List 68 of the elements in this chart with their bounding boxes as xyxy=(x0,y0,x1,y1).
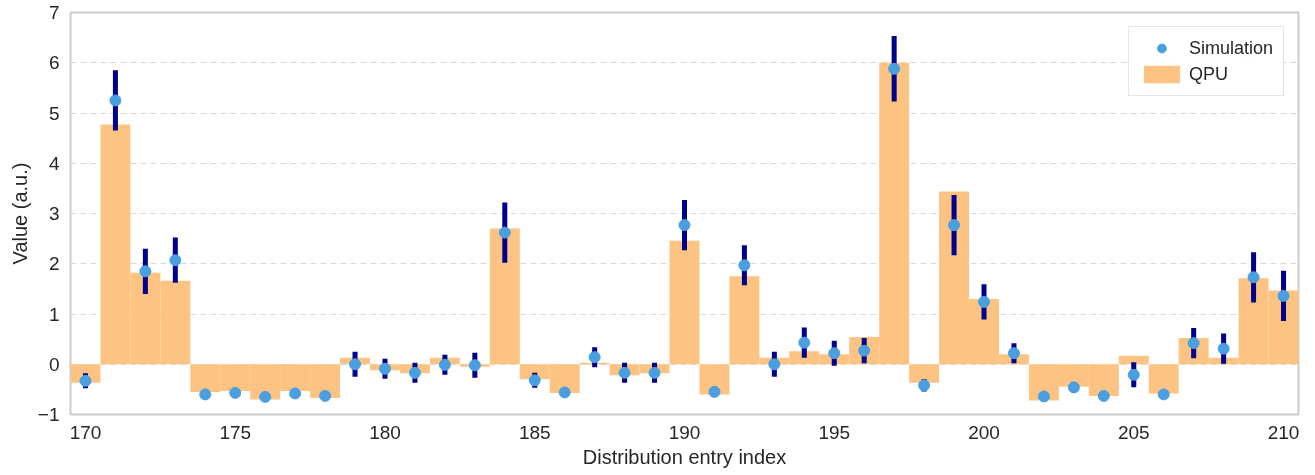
point xyxy=(408,366,421,379)
point xyxy=(708,385,721,398)
x-axis-title: Distribution entry index xyxy=(582,445,787,468)
point xyxy=(918,379,931,392)
y-tick-label: 7 xyxy=(48,2,60,23)
point xyxy=(199,388,212,401)
x-tick-label: 175 xyxy=(219,421,252,443)
point xyxy=(738,259,751,272)
y-tick-label: 0 xyxy=(48,353,60,375)
x-tick-label: 205 xyxy=(1117,421,1150,443)
point xyxy=(768,358,781,371)
point xyxy=(1157,388,1170,401)
y-tick-label: 3 xyxy=(48,203,60,224)
point xyxy=(169,254,182,267)
x-tick-label: 190 xyxy=(668,421,701,443)
point xyxy=(798,336,811,349)
point xyxy=(828,347,841,360)
point xyxy=(1187,337,1200,350)
bar xyxy=(489,228,520,365)
y-tick-label: 6 xyxy=(48,52,60,74)
point xyxy=(139,265,152,278)
point xyxy=(888,62,901,75)
point xyxy=(1127,368,1140,381)
x-tick-label: 170 xyxy=(69,421,102,443)
y-tick-label: 4 xyxy=(48,152,60,174)
x-tick-label: 200 xyxy=(968,421,1000,443)
point xyxy=(648,366,661,379)
point xyxy=(948,219,961,232)
point xyxy=(229,386,242,399)
y-tick-label: 5 xyxy=(48,102,60,124)
point xyxy=(438,358,451,371)
point xyxy=(468,359,481,372)
y-axis-title: Value (a.u.) xyxy=(8,162,31,265)
point xyxy=(978,295,991,308)
y-tick-label: −1 xyxy=(37,404,60,425)
point xyxy=(378,362,391,375)
point xyxy=(1217,342,1230,355)
point xyxy=(1037,390,1050,403)
bar xyxy=(1118,355,1149,365)
x-tick-label: 180 xyxy=(369,421,401,443)
x-tick-label: 185 xyxy=(518,421,551,443)
x-tick-label: 195 xyxy=(818,421,851,443)
bar xyxy=(909,364,940,383)
point xyxy=(1277,289,1290,302)
y-tick-label: 1 xyxy=(48,303,60,325)
point xyxy=(528,374,541,387)
point xyxy=(618,366,631,379)
point xyxy=(678,219,691,232)
point xyxy=(109,94,122,107)
point xyxy=(319,389,332,402)
point xyxy=(289,387,302,400)
point xyxy=(1247,271,1260,284)
legend-label: QPU xyxy=(1188,63,1228,85)
point xyxy=(259,390,272,403)
point xyxy=(588,351,601,364)
point xyxy=(498,226,511,239)
point xyxy=(1007,347,1020,360)
point xyxy=(349,358,362,371)
legend-label: Simulation xyxy=(1188,37,1273,59)
point xyxy=(1067,381,1080,394)
bar xyxy=(699,364,730,395)
bar xyxy=(1148,364,1179,394)
y-tick-label: 2 xyxy=(48,253,60,275)
x-tick-label: 210 xyxy=(1267,421,1300,443)
point xyxy=(79,374,92,387)
point xyxy=(558,386,571,399)
bar xyxy=(669,240,700,365)
point xyxy=(1097,389,1110,402)
